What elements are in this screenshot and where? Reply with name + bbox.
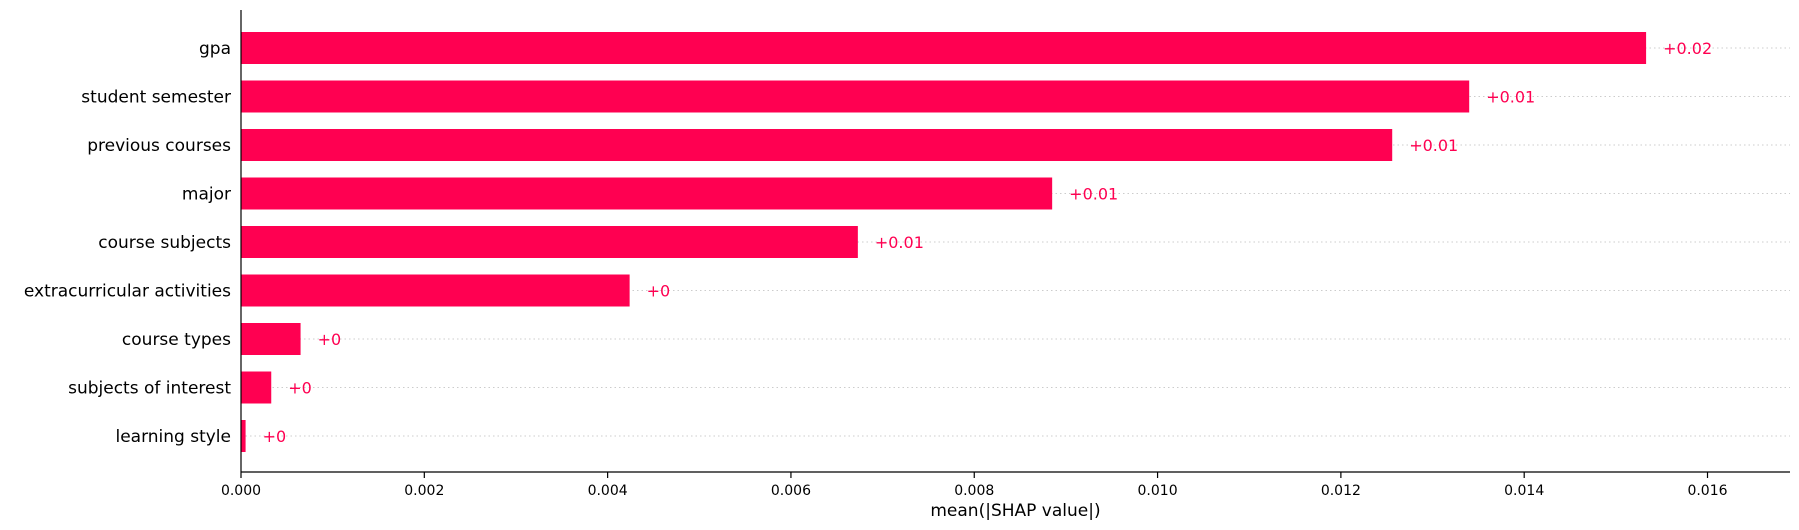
bar (241, 129, 1393, 161)
x-tick-label: 0.014 (1504, 483, 1544, 499)
x-tick-label: 0.012 (1321, 483, 1361, 499)
category-label: previous courses (87, 136, 231, 156)
data-label: +0 (263, 427, 287, 446)
x-tick-label: 0.008 (954, 483, 994, 499)
data-label: +0.01 (1069, 185, 1118, 204)
bar (241, 323, 301, 355)
bar (241, 274, 630, 307)
bar (241, 177, 1053, 210)
bar (241, 32, 1647, 64)
data-label: +0 (647, 282, 671, 301)
data-label: +0.01 (875, 233, 924, 252)
x-tick-label: 0.002 (404, 483, 444, 499)
category-label: extracurricular activities (24, 282, 231, 302)
x-tick-label: 0.016 (1687, 483, 1727, 499)
x-tick-label: 0.010 (1138, 483, 1178, 499)
category-label: learning style (115, 427, 231, 447)
data-labels: +0.02 +0.01 +0.01 +0.01 +0.01 +0 +0 +0 +0 (263, 39, 1713, 446)
category-labels: gpa student semester previous courses major… (24, 39, 231, 447)
bar (241, 371, 272, 404)
category-label: course types (122, 330, 231, 350)
bar (241, 226, 858, 258)
data-label: +0 (318, 330, 342, 349)
x-tick-label: 0.004 (588, 483, 628, 499)
bars (241, 32, 1647, 452)
data-label: +0.01 (1409, 136, 1458, 155)
x-tick-label: 0.000 (221, 483, 261, 499)
x-axis-title: mean(|SHAP value|) (930, 501, 1100, 521)
axes: 0.000 0.002 0.004 0.006 0.008 0.010 0.012 0.014… (221, 10, 1790, 499)
category-label: gpa (199, 39, 231, 59)
category-label: student semester (81, 88, 231, 108)
x-tick-label: 0.006 (771, 483, 811, 499)
category-label: major (182, 185, 231, 205)
category-label: subjects of interest (68, 379, 231, 399)
data-label: +0.02 (1663, 39, 1712, 58)
bar (241, 420, 246, 452)
data-label: +0 (288, 379, 312, 398)
category-label: course subjects (98, 233, 231, 253)
bar (241, 80, 1470, 113)
data-label: +0.01 (1486, 88, 1535, 107)
